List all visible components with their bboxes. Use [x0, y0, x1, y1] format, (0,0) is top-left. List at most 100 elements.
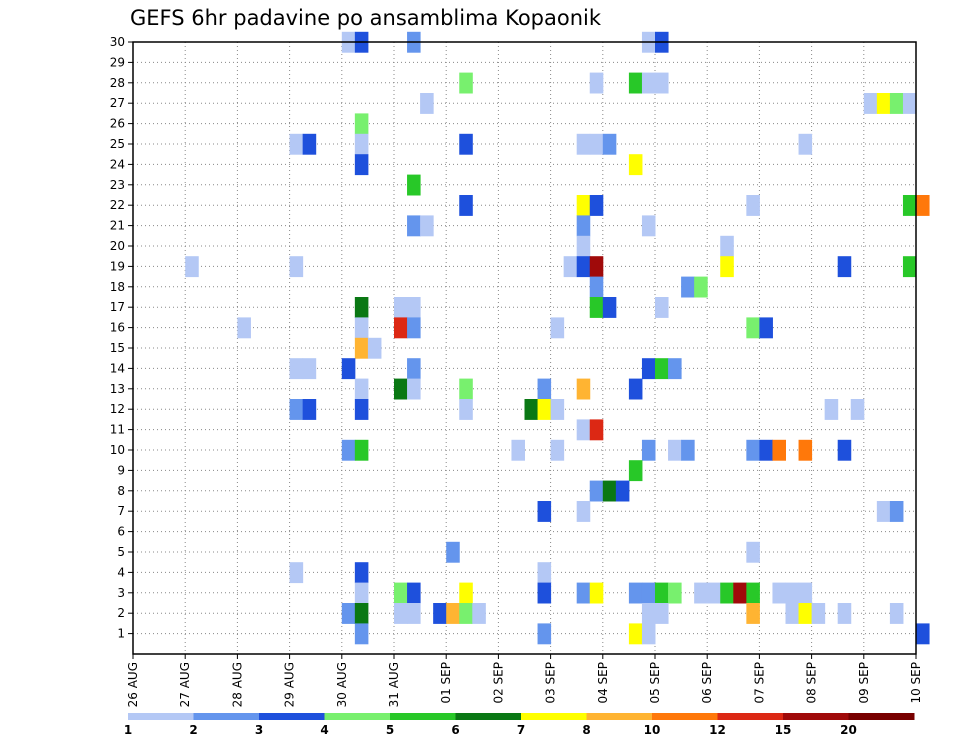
- y-axis: 1234567891011121314151617181920212223242…: [110, 35, 133, 641]
- y-tick-label: 4: [117, 565, 125, 579]
- precip-cell: [394, 378, 408, 400]
- y-tick-label: 14: [110, 361, 125, 375]
- x-tick-label: 30 AUG: [335, 662, 349, 707]
- precip-cell: [589, 480, 604, 502]
- x-tick-label: 04 SEP: [596, 662, 610, 704]
- precip-cell: [576, 501, 591, 522]
- precip-cell: [798, 582, 813, 604]
- y-tick-label: 9: [117, 463, 125, 477]
- precip-cell: [589, 256, 604, 278]
- precip-cell: [576, 419, 591, 441]
- legend-label: 1: [124, 723, 132, 737]
- precip-cell: [367, 337, 382, 359]
- precip-cell: [798, 439, 813, 461]
- legend-label: 5: [386, 723, 394, 737]
- precip-cell: [902, 195, 917, 216]
- precip-cell: [628, 154, 643, 176]
- precip-cell: [681, 276, 695, 298]
- precip-cell: [354, 113, 369, 135]
- precip-cell: [537, 562, 552, 584]
- precip-cell: [668, 439, 682, 461]
- x-tick-label: 06 SEP: [700, 662, 714, 704]
- precip-cell: [746, 195, 760, 216]
- legend-label: 15: [775, 723, 792, 737]
- precip-cell: [524, 399, 539, 420]
- precip-cell: [837, 439, 852, 461]
- legend-swatch: [193, 713, 260, 720]
- precip-cell: [668, 358, 682, 380]
- precip-cell: [550, 317, 565, 339]
- precip-cell: [641, 358, 656, 380]
- precip-cell: [472, 603, 486, 624]
- precip-cell: [694, 582, 708, 604]
- legend-swatch: [128, 713, 194, 720]
- legend-label: 8: [582, 723, 590, 737]
- y-tick-label: 1: [117, 627, 125, 641]
- y-tick-label: 20: [110, 239, 125, 253]
- x-tick-label: 10 SEP: [909, 662, 923, 704]
- y-tick-label: 25: [110, 137, 125, 151]
- precip-cell: [237, 317, 251, 339]
- precip-cell: [759, 317, 773, 339]
- precip-cell: [407, 174, 421, 196]
- precip-cell: [641, 623, 656, 645]
- y-tick-label: 27: [110, 96, 125, 110]
- precip-cell: [641, 215, 656, 237]
- precip-cell: [354, 337, 369, 359]
- legend-swatch: [652, 713, 718, 720]
- precip-cell: [641, 72, 656, 94]
- legend-label: 10: [644, 723, 661, 737]
- y-tick-label: 24: [110, 157, 125, 171]
- y-tick-label: 5: [117, 545, 125, 559]
- precip-cell: [916, 195, 930, 216]
- legend-swatch: [783, 713, 849, 720]
- precip-cell: [576, 215, 591, 237]
- precip-cell: [354, 133, 369, 155]
- precip-cell: [459, 582, 473, 604]
- precip-cell: [602, 297, 617, 318]
- precip-cell: [446, 603, 460, 624]
- precip-cell: [772, 582, 786, 604]
- precip-cell: [354, 562, 369, 584]
- precip-cell: [511, 439, 525, 461]
- y-tick-label: 15: [110, 341, 125, 355]
- precip-cell: [655, 603, 669, 624]
- legend-swatch: [717, 713, 784, 720]
- precip-cell: [902, 93, 917, 114]
- x-tick-label: 02 SEP: [491, 662, 505, 704]
- precip-cell: [746, 317, 760, 339]
- precip-cell: [668, 582, 682, 604]
- precip-cell: [289, 256, 304, 278]
- precip-cell: [433, 603, 447, 624]
- x-tick-label: 01 SEP: [439, 662, 453, 704]
- precip-cell: [407, 215, 421, 237]
- precip-cell: [785, 603, 800, 624]
- precip-cell: [850, 399, 865, 420]
- y-tick-label: 3: [117, 586, 125, 600]
- precip-cell: [916, 623, 930, 645]
- precip-cell: [537, 378, 552, 400]
- precip-cell: [354, 623, 369, 645]
- precip-cell: [615, 480, 630, 502]
- precip-cell: [589, 133, 604, 155]
- x-tick-label: 08 SEP: [805, 662, 819, 704]
- y-tick-label: 26: [110, 117, 125, 131]
- precip-cell: [759, 439, 773, 461]
- precip-cell: [837, 256, 852, 278]
- precip-cell: [394, 317, 408, 339]
- precip-cell: [589, 582, 604, 604]
- precip-cell: [811, 603, 826, 624]
- precip-cell: [446, 541, 460, 563]
- precip-cell: [537, 501, 552, 522]
- precip-cell: [746, 582, 760, 604]
- y-tick-label: 13: [110, 382, 125, 396]
- precip-cell: [550, 439, 565, 461]
- precip-cell: [628, 623, 643, 645]
- precip-cell: [641, 603, 656, 624]
- legend-label: 6: [451, 723, 459, 737]
- legend-label: 3: [255, 723, 263, 737]
- precip-cell: [824, 399, 839, 420]
- precip-cell: [576, 235, 591, 257]
- precip-cell: [798, 603, 813, 624]
- precip-cell: [889, 93, 904, 114]
